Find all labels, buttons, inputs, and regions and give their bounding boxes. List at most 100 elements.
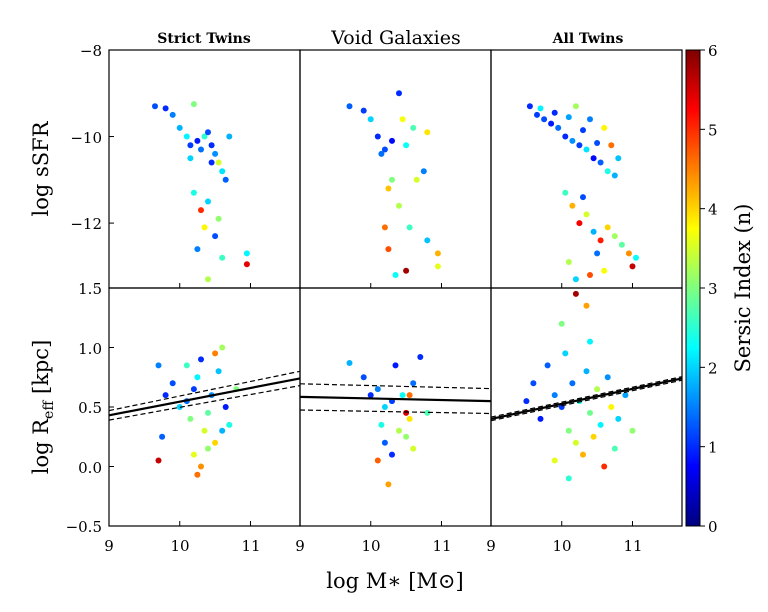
data-point-reff [572,290,579,297]
data-point-reff [396,427,402,434]
data-point-ssfr [183,133,190,140]
data-point-ssfr [162,105,169,112]
data-point-ssfr [385,246,392,253]
data-point-ssfr [198,207,204,214]
data-point-ssfr [212,233,219,240]
data-point-reff [587,409,593,416]
data-point-ssfr [381,146,388,153]
data-point-ssfr [604,224,611,231]
data-point-reff [615,415,622,422]
data-point-reff [360,374,367,381]
data-point-ssfr [176,124,183,131]
data-point-reff [159,433,166,440]
data-point-reff [601,463,608,470]
y-axis-label-ssfr: log sSFR [29,120,53,216]
ytick-label-reff: 1.5 [78,280,102,298]
xtick-label: 10 [552,537,571,555]
data-point-reff [183,362,190,369]
fit-line [108,377,301,417]
data-point-ssfr [424,129,431,136]
data-point-ssfr [608,142,615,149]
data-point-ssfr [208,142,215,149]
data-point-reff [587,338,593,345]
data-point-ssfr [201,224,208,231]
data-point-reff [551,457,558,464]
data-point-ssfr [194,246,201,253]
data-point-ssfr [615,155,622,162]
data-point-reff [194,374,201,381]
data-point-reff [410,445,417,452]
data-point-ssfr [190,101,197,108]
data-point-ssfr [367,116,374,123]
data-point-ssfr [243,250,250,257]
data-point-reff [187,415,194,422]
data-point-reff [569,380,576,387]
x-axis-label: log M∗ [M⊙] [326,569,463,593]
data-point-ssfr [403,142,410,149]
data-point-ssfr [190,189,197,196]
xtick-label: 9 [104,537,114,555]
data-point-reff [424,409,431,416]
data-point-ssfr [215,215,222,222]
data-point-reff [162,392,169,399]
data-point-reff [406,415,413,422]
fit-lower-bound [299,409,492,415]
data-point-ssfr [555,124,562,131]
colorbar-tick-label: 6 [708,42,718,60]
data-point-ssfr [569,202,576,209]
fit-lines-layer [108,370,683,422]
data-point-ssfr [169,111,176,118]
data-point-ssfr [194,137,201,144]
data-point-ssfr [403,267,410,274]
panel-strict-reff [108,287,301,527]
ytick-label-ssfr: −10 [70,129,102,147]
fit-line [490,377,683,420]
data-point-ssfr [424,237,431,244]
xtick-label: 11 [432,537,451,555]
data-point-reff [558,320,565,327]
data-point-reff [417,354,424,360]
data-point-reff [212,439,219,446]
data-point-reff [629,427,636,434]
data-point-ssfr [378,150,385,157]
data-point-reff [562,350,569,357]
data-point-reff [389,451,395,458]
data-point-ssfr [590,155,597,162]
points-layer [152,90,639,488]
data-point-reff [205,445,211,452]
xtick-label: 9 [295,537,305,555]
data-point-ssfr [346,103,353,110]
data-point-ssfr [580,194,586,201]
data-point-reff [583,368,590,375]
data-point-ssfr [629,263,636,270]
data-point-reff [212,350,219,357]
data-point-reff [565,427,572,434]
colorbar [685,49,701,527]
data-point-reff [392,362,399,369]
data-point-ssfr [187,142,194,149]
panel-title-strict-twins: Strict Twins [157,31,251,47]
data-point-reff [378,421,385,428]
data-point-ssfr [580,127,586,134]
data-point-ssfr [576,142,583,149]
data-point-ssfr [205,276,211,283]
data-point-ssfr [219,254,226,261]
data-point-reff [205,409,211,416]
data-point-reff [590,433,597,440]
data-point-reff [155,457,162,464]
data-point-ssfr [201,133,208,140]
data-point-ssfr [205,198,211,205]
data-point-ssfr [413,176,420,183]
data-point-ssfr [590,228,597,235]
data-point-ssfr [583,146,590,153]
xtick-label: 11 [623,537,642,555]
data-point-reff [169,380,176,387]
data-point-ssfr [389,176,395,183]
data-point-reff [190,451,197,458]
colorbar-tick-label: 3 [708,280,718,298]
colorbar-ticks: 0 1 2 3 4 5 6 [700,42,718,536]
panel-title-void-galaxies: Void Galaxies [330,27,460,49]
data-point-ssfr [215,159,222,166]
colorbar-tick-label: 0 [708,518,718,536]
panel-void-ssfr [299,49,492,289]
